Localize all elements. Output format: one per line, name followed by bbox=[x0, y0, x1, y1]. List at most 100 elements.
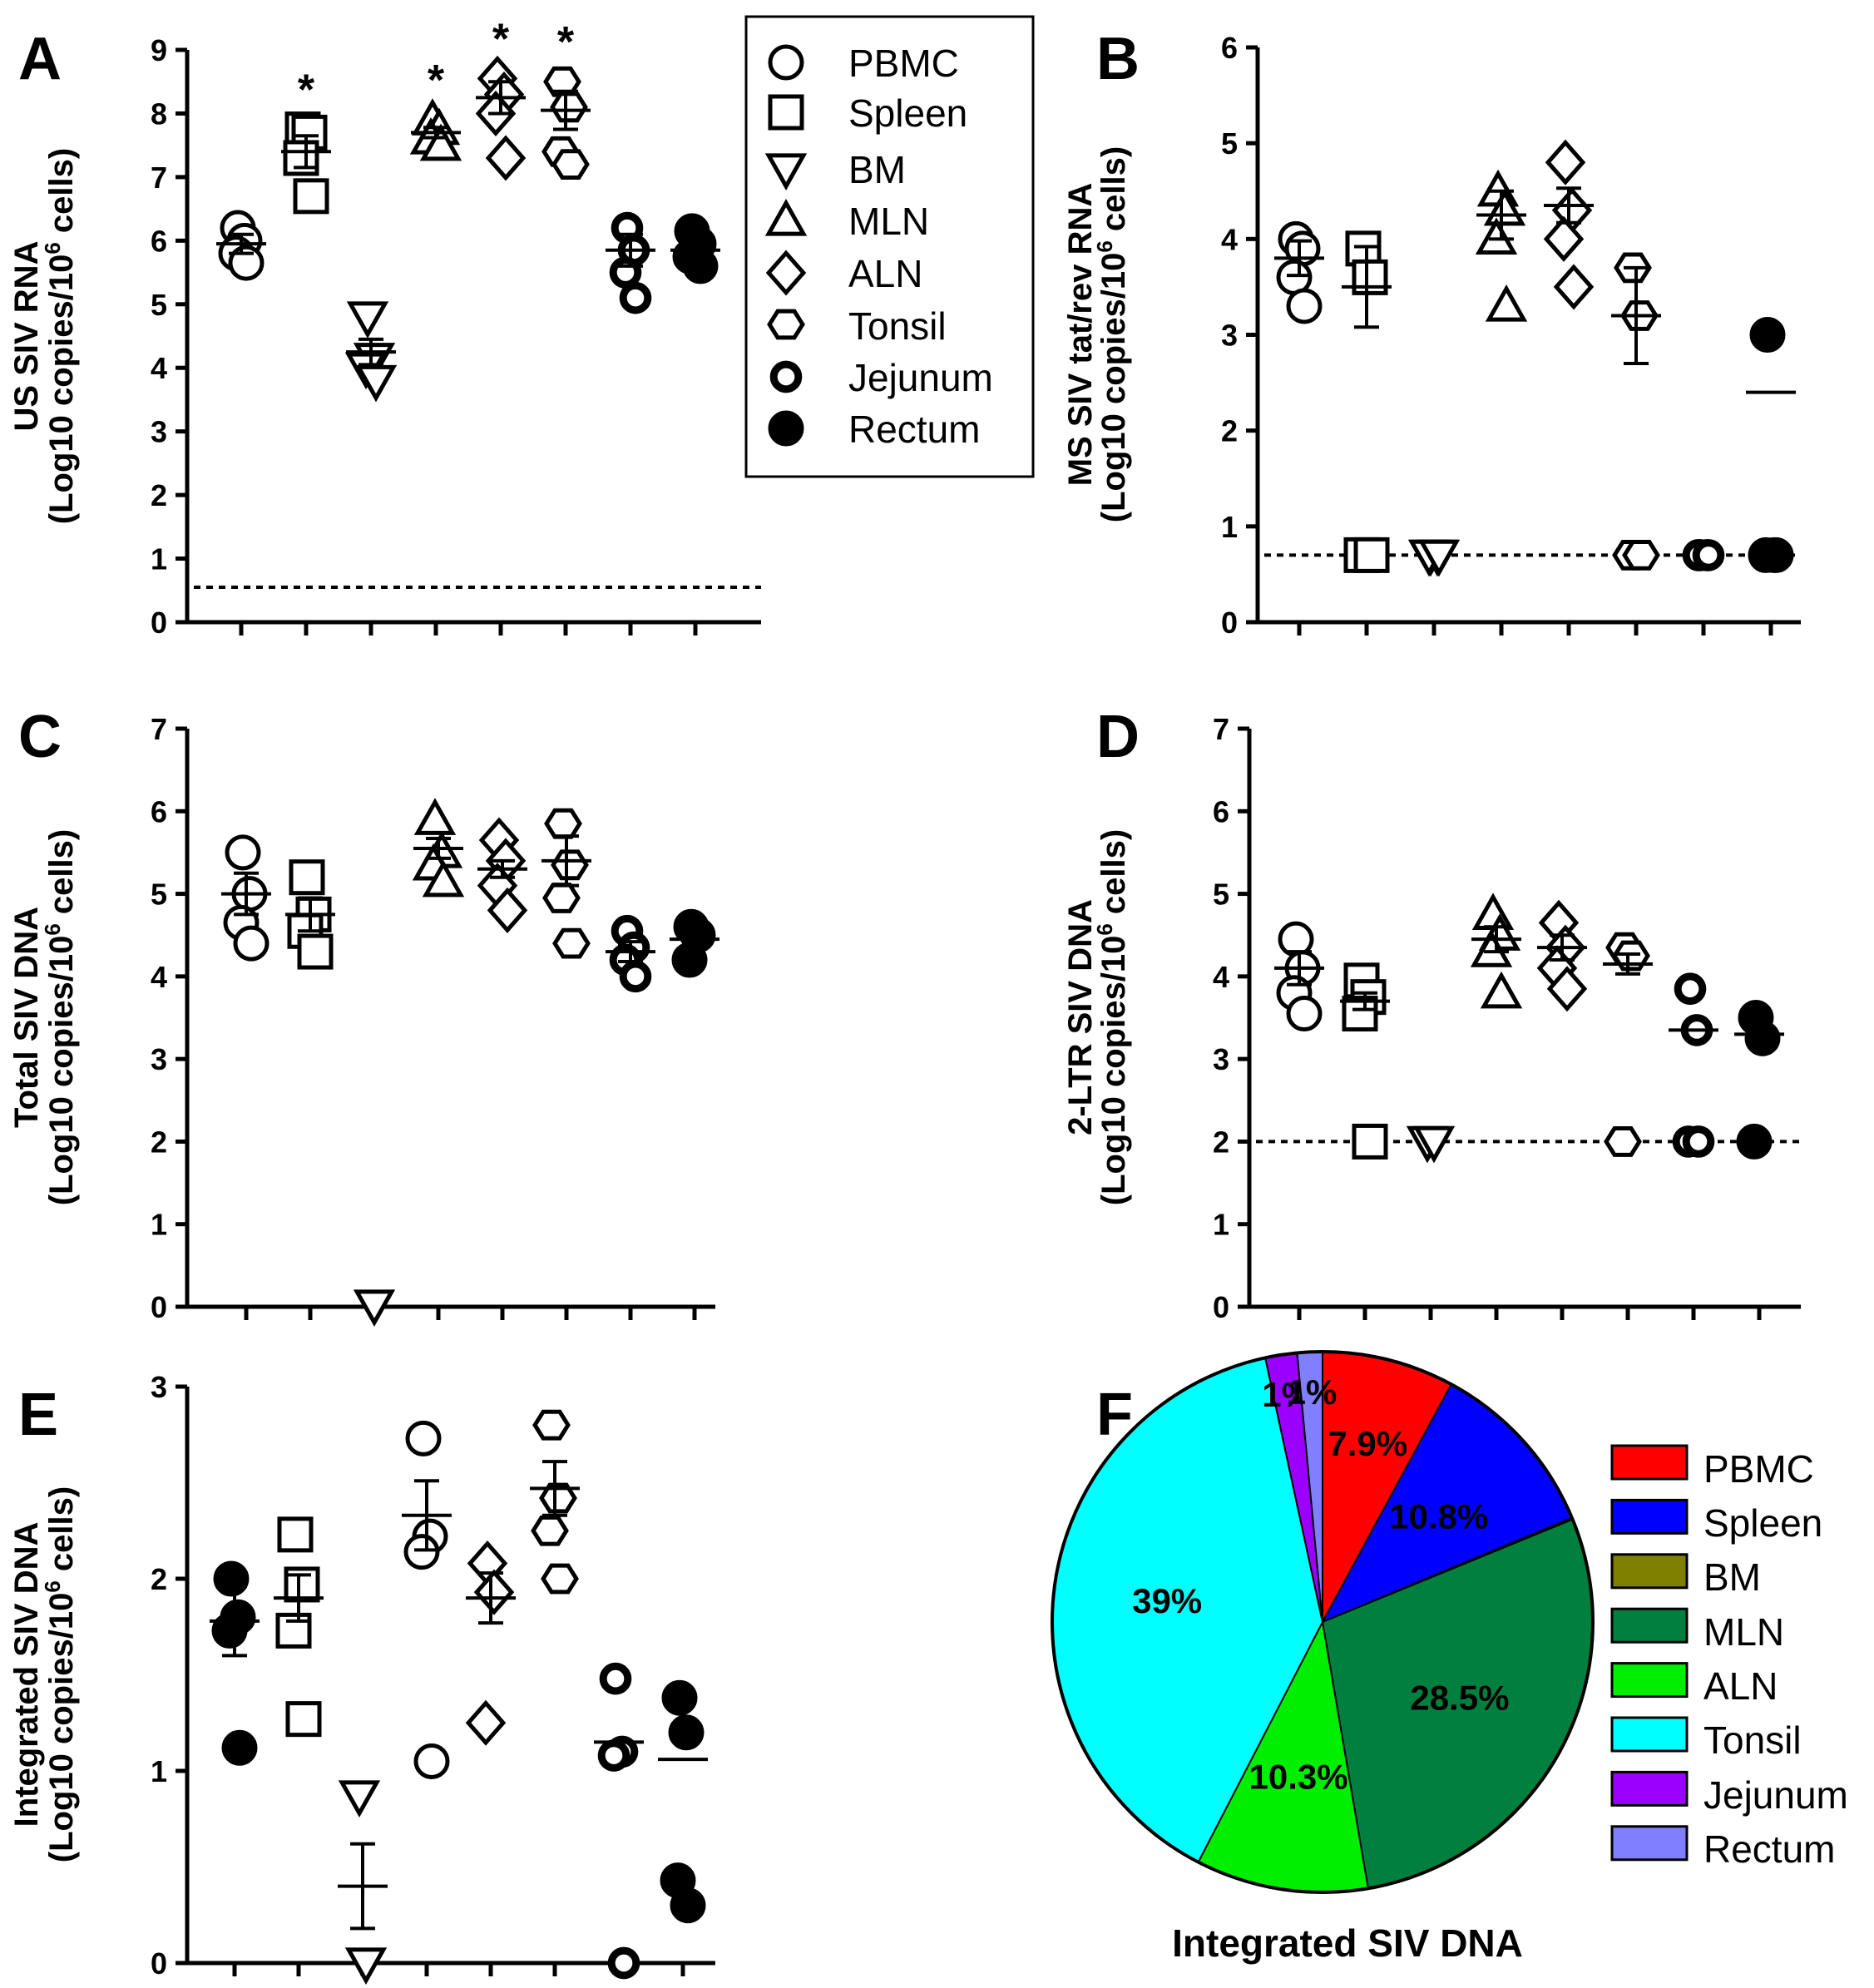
y-tick-label: 6 bbox=[151, 224, 167, 258]
data-point bbox=[532, 1409, 571, 1441]
data-point bbox=[1412, 1125, 1456, 1164]
y-tick-label: 5 bbox=[151, 878, 167, 912]
y-axis-title: Integrated SIV DNA bbox=[8, 1522, 45, 1827]
data-point bbox=[1758, 537, 1794, 573]
y-tick-label: 3 bbox=[151, 415, 167, 449]
y-axis-unit: (Log10 copies/106 cells) bbox=[40, 148, 80, 524]
group-tonsil bbox=[541, 808, 591, 959]
group-tonsil bbox=[1611, 252, 1661, 571]
data-point bbox=[551, 849, 589, 881]
data-point bbox=[233, 925, 269, 962]
data-point bbox=[293, 178, 329, 215]
panel-letter-c: C bbox=[18, 704, 62, 770]
data-point bbox=[1682, 1125, 1715, 1158]
pie-legend-swatch-pbmc bbox=[1610, 1444, 1689, 1481]
y-tick-label: 0 bbox=[1213, 1290, 1229, 1324]
y-tick-label: 3 bbox=[1213, 1042, 1229, 1076]
pie-value-label: 10.8% bbox=[1389, 1497, 1488, 1536]
data-point bbox=[668, 1714, 705, 1751]
y-axis-title: Total SIV DNA bbox=[8, 907, 45, 1128]
significance-star: * bbox=[428, 57, 445, 105]
group-tonsil bbox=[530, 1409, 580, 1595]
data-point bbox=[277, 1516, 314, 1553]
data-point bbox=[405, 1420, 442, 1456]
legend-label-pbmc: PBMC bbox=[848, 42, 959, 85]
legend-marker-tonsil bbox=[767, 309, 805, 340]
legend-label-spleen: Spleen bbox=[848, 91, 967, 135]
pie-outline bbox=[1051, 1350, 1595, 1894]
data-point bbox=[1545, 139, 1586, 185]
y-tick-label: 0 bbox=[1221, 606, 1238, 640]
data-point bbox=[213, 1560, 250, 1597]
y-axis-unit: (Log10 copies/106 cells) bbox=[1092, 146, 1132, 522]
y-tick-label: 0 bbox=[151, 606, 167, 640]
pie-value-label: 28.5% bbox=[1410, 1678, 1509, 1717]
y-tick-label: 4 bbox=[1213, 960, 1229, 994]
pie-legend-swatch-tonsil bbox=[1610, 1716, 1689, 1753]
data-point bbox=[1353, 537, 1390, 573]
group-spleen: * bbox=[281, 67, 331, 215]
y-tick-label: 6 bbox=[151, 794, 167, 828]
panel-letter-a: A bbox=[18, 26, 62, 92]
pie-legend-swatch-aln bbox=[1610, 1662, 1689, 1699]
group-rectum bbox=[210, 1560, 260, 1766]
y-tick-label: 1 bbox=[151, 542, 167, 576]
data-point bbox=[661, 1679, 698, 1716]
y-tick-label: 2 bbox=[151, 478, 167, 512]
data-point bbox=[541, 1563, 579, 1595]
marker-legend: PBMC Spleen BM MLN ALN Tonsil Jejunum Re… bbox=[744, 15, 1035, 478]
group-jejunum bbox=[1682, 539, 1725, 571]
group-jejunum bbox=[606, 914, 655, 993]
data-point bbox=[285, 1701, 322, 1738]
y-tick-label: 6 bbox=[1221, 31, 1238, 65]
data-point bbox=[487, 887, 528, 933]
data-point bbox=[599, 1662, 632, 1695]
legend-marker-spleen bbox=[768, 94, 804, 131]
group-bm bbox=[338, 1780, 388, 1985]
y-tick-label: 5 bbox=[1213, 878, 1229, 912]
y-axis-unit: (Log10 copies/106 cells) bbox=[40, 1486, 80, 1862]
group-aln bbox=[1543, 139, 1595, 310]
y-tick-label: 4 bbox=[151, 960, 167, 994]
data-point bbox=[1546, 966, 1588, 1012]
legend-frame bbox=[744, 15, 1035, 478]
pie-legend-label-bm: BM bbox=[1703, 1555, 1761, 1599]
data-point bbox=[619, 281, 652, 314]
pie-legend-label-rectum: Rectum bbox=[1703, 1827, 1835, 1871]
y-axis-title: 2-LTR SIV DNA bbox=[1062, 899, 1099, 1135]
pie-legend-label-spleen: Spleen bbox=[1703, 1501, 1822, 1545]
group-aln bbox=[1536, 899, 1588, 1012]
data-point bbox=[550, 91, 588, 123]
legend-marker-pbmc bbox=[768, 44, 804, 81]
legend-marker-mln bbox=[764, 199, 808, 236]
pie-value-label: 7.9% bbox=[1328, 1424, 1407, 1463]
y-tick-label: 4 bbox=[1221, 222, 1238, 256]
legend-label-tonsil: Tonsil bbox=[848, 304, 947, 348]
legend-label-jejunum: Jejunum bbox=[848, 356, 993, 399]
y-tick-label: 0 bbox=[151, 1946, 167, 1981]
panel-letter-d: D bbox=[1096, 704, 1140, 770]
group-rectum bbox=[670, 213, 720, 284]
pie-legend-swatch-spleen bbox=[1610, 1498, 1689, 1535]
group-bm bbox=[344, 301, 398, 403]
significance-star: * bbox=[298, 67, 315, 115]
legend-label-rectum: Rectum bbox=[848, 408, 980, 451]
data-point bbox=[539, 1482, 577, 1514]
y-axis-title: MS SIV tat/rev RNA bbox=[1062, 183, 1099, 487]
group-spleen bbox=[1340, 962, 1390, 1160]
data-point bbox=[1485, 284, 1528, 322]
data-point bbox=[422, 859, 465, 898]
data-point bbox=[1604, 1126, 1642, 1157]
legend-markers bbox=[764, 44, 808, 447]
y-tick-label: 4 bbox=[151, 351, 167, 385]
pie-legend-label-pbmc: PBMC bbox=[1703, 1447, 1814, 1491]
pie-legend-swatch-rectum bbox=[1610, 1825, 1689, 1862]
data-point bbox=[346, 301, 389, 339]
group-pbmc bbox=[1274, 220, 1324, 324]
data-point bbox=[542, 883, 581, 913]
group-spleen bbox=[285, 859, 335, 970]
panel-d-2ltr-siv-dna-plot: 0 1 2 3 4 5 6 7 2-LTR SIV DNA(Log10 copies/106 c… bbox=[1062, 712, 1801, 1324]
data-point bbox=[354, 364, 398, 403]
legend-marker-jejunum bbox=[769, 360, 803, 393]
